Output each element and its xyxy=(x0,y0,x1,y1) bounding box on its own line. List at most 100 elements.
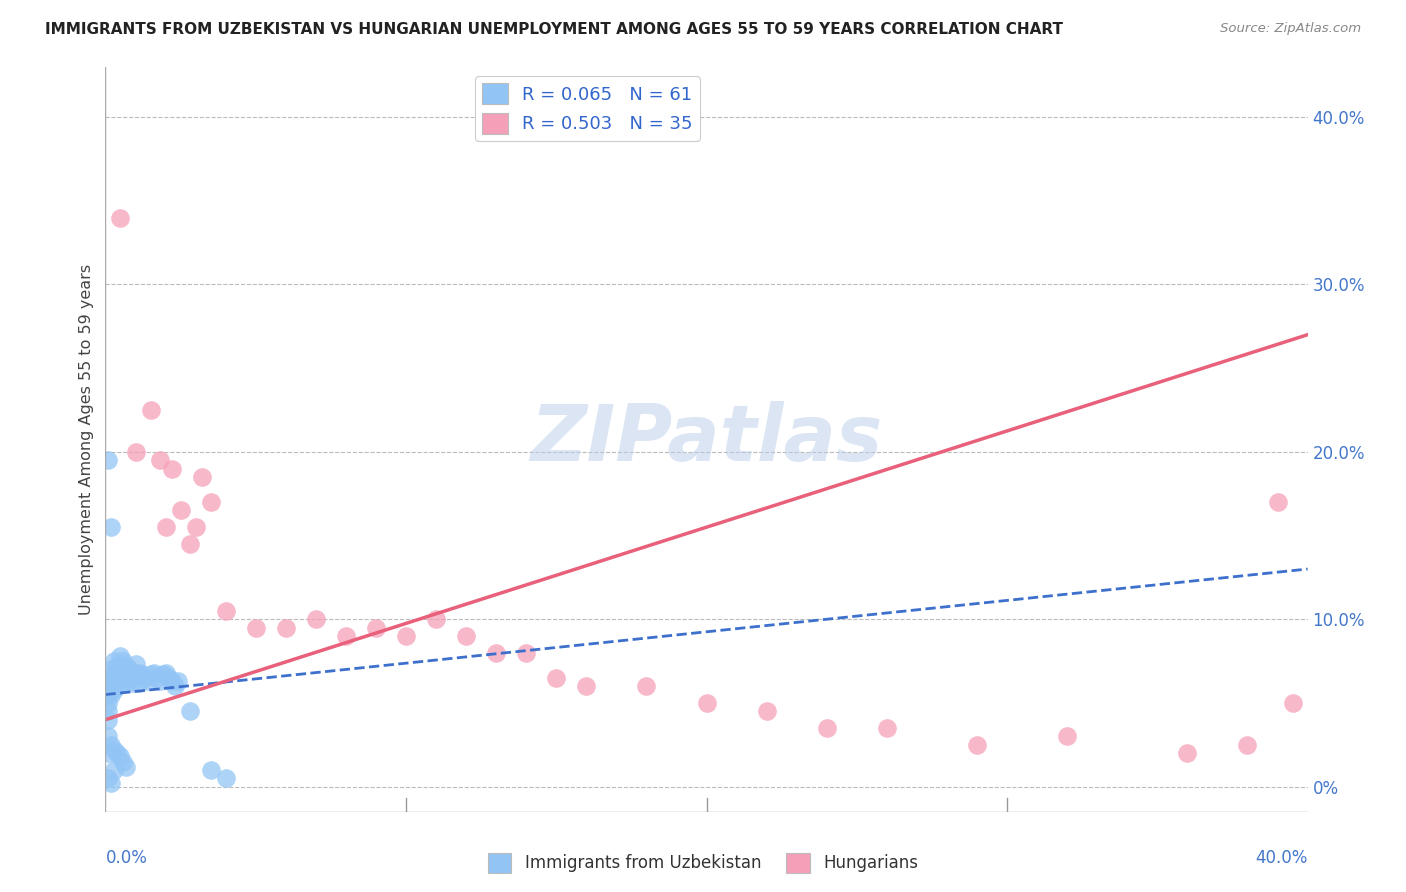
Point xyxy=(110,749,132,764)
Point xyxy=(100,776,122,790)
Point xyxy=(169,503,191,517)
Point xyxy=(103,654,125,668)
Point xyxy=(214,771,236,785)
Point xyxy=(139,403,162,417)
Point xyxy=(145,671,167,685)
Point xyxy=(245,621,267,635)
Point xyxy=(110,211,132,225)
Point xyxy=(142,665,165,680)
Point xyxy=(128,676,150,690)
Point xyxy=(103,665,125,680)
Point xyxy=(112,654,135,668)
Point xyxy=(103,743,125,757)
Point xyxy=(100,520,122,534)
Point xyxy=(152,667,174,681)
Point xyxy=(107,659,129,673)
Point xyxy=(124,445,146,459)
Point xyxy=(546,671,568,685)
Point xyxy=(100,738,122,752)
Point xyxy=(166,674,188,689)
Point xyxy=(1056,730,1078,744)
Point xyxy=(97,746,120,760)
Point xyxy=(131,667,153,681)
Text: ZIPatlas: ZIPatlas xyxy=(530,401,883,477)
Point xyxy=(575,679,598,693)
Point xyxy=(128,665,150,680)
Point xyxy=(97,730,120,744)
Point xyxy=(755,704,778,718)
Point xyxy=(636,679,658,693)
Point xyxy=(335,629,357,643)
Point xyxy=(155,520,177,534)
Point xyxy=(454,629,477,643)
Point xyxy=(214,604,236,618)
Point xyxy=(966,738,988,752)
Point xyxy=(103,682,125,697)
Point xyxy=(160,461,183,475)
Point xyxy=(97,453,120,467)
Point xyxy=(155,665,177,680)
Point xyxy=(190,470,212,484)
Point xyxy=(425,612,447,626)
Text: IMMIGRANTS FROM UZBEKISTAN VS HUNGARIAN UNEMPLOYMENT AMONG AGES 55 TO 59 YEARS C: IMMIGRANTS FROM UZBEKISTAN VS HUNGARIAN … xyxy=(45,22,1063,37)
Point xyxy=(107,746,129,760)
Point xyxy=(100,688,122,702)
Point xyxy=(124,657,146,672)
Point xyxy=(115,669,138,683)
Point xyxy=(1281,696,1303,710)
Point xyxy=(97,713,120,727)
Point xyxy=(118,674,141,689)
Point xyxy=(115,659,138,673)
Text: 40.0%: 40.0% xyxy=(1256,848,1308,866)
Point xyxy=(485,646,508,660)
Point xyxy=(815,721,838,735)
Point xyxy=(139,667,162,681)
Point xyxy=(107,669,129,683)
Text: Source: ZipAtlas.com: Source: ZipAtlas.com xyxy=(1220,22,1361,36)
Point xyxy=(97,771,120,785)
Point xyxy=(148,453,170,467)
Point xyxy=(179,537,201,551)
Point xyxy=(121,676,143,690)
Point xyxy=(107,679,129,693)
Point xyxy=(1236,738,1258,752)
Point xyxy=(1267,495,1289,509)
Point xyxy=(364,621,387,635)
Point xyxy=(110,673,132,687)
Point xyxy=(97,696,120,710)
Point xyxy=(134,671,156,685)
Point xyxy=(148,674,170,689)
Point xyxy=(395,629,418,643)
Point xyxy=(112,676,135,690)
Point xyxy=(200,495,222,509)
Point xyxy=(184,520,207,534)
Point xyxy=(110,663,132,677)
Point xyxy=(160,674,183,689)
Point xyxy=(305,612,328,626)
Point xyxy=(124,667,146,681)
Point xyxy=(136,674,159,689)
Text: 0.0%: 0.0% xyxy=(105,848,148,866)
Point xyxy=(103,674,125,689)
Point xyxy=(515,646,537,660)
Point xyxy=(876,721,898,735)
Y-axis label: Unemployment Among Ages 55 to 59 years: Unemployment Among Ages 55 to 59 years xyxy=(79,264,94,615)
Point xyxy=(121,665,143,680)
Legend: R = 0.065   N = 61, R = 0.503   N = 35: R = 0.065 N = 61, R = 0.503 N = 35 xyxy=(475,76,700,141)
Point xyxy=(118,663,141,677)
Point xyxy=(97,679,120,693)
Point xyxy=(696,696,718,710)
Point xyxy=(274,621,297,635)
Point xyxy=(100,671,122,685)
Point xyxy=(200,763,222,777)
Point xyxy=(1175,746,1198,760)
Point xyxy=(97,704,120,718)
Point xyxy=(103,763,125,777)
Point xyxy=(112,665,135,680)
Point xyxy=(112,755,135,769)
Point xyxy=(110,648,132,663)
Point xyxy=(157,671,180,685)
Point xyxy=(115,759,138,773)
Legend: Immigrants from Uzbekistan, Hungarians: Immigrants from Uzbekistan, Hungarians xyxy=(481,847,925,880)
Point xyxy=(97,688,120,702)
